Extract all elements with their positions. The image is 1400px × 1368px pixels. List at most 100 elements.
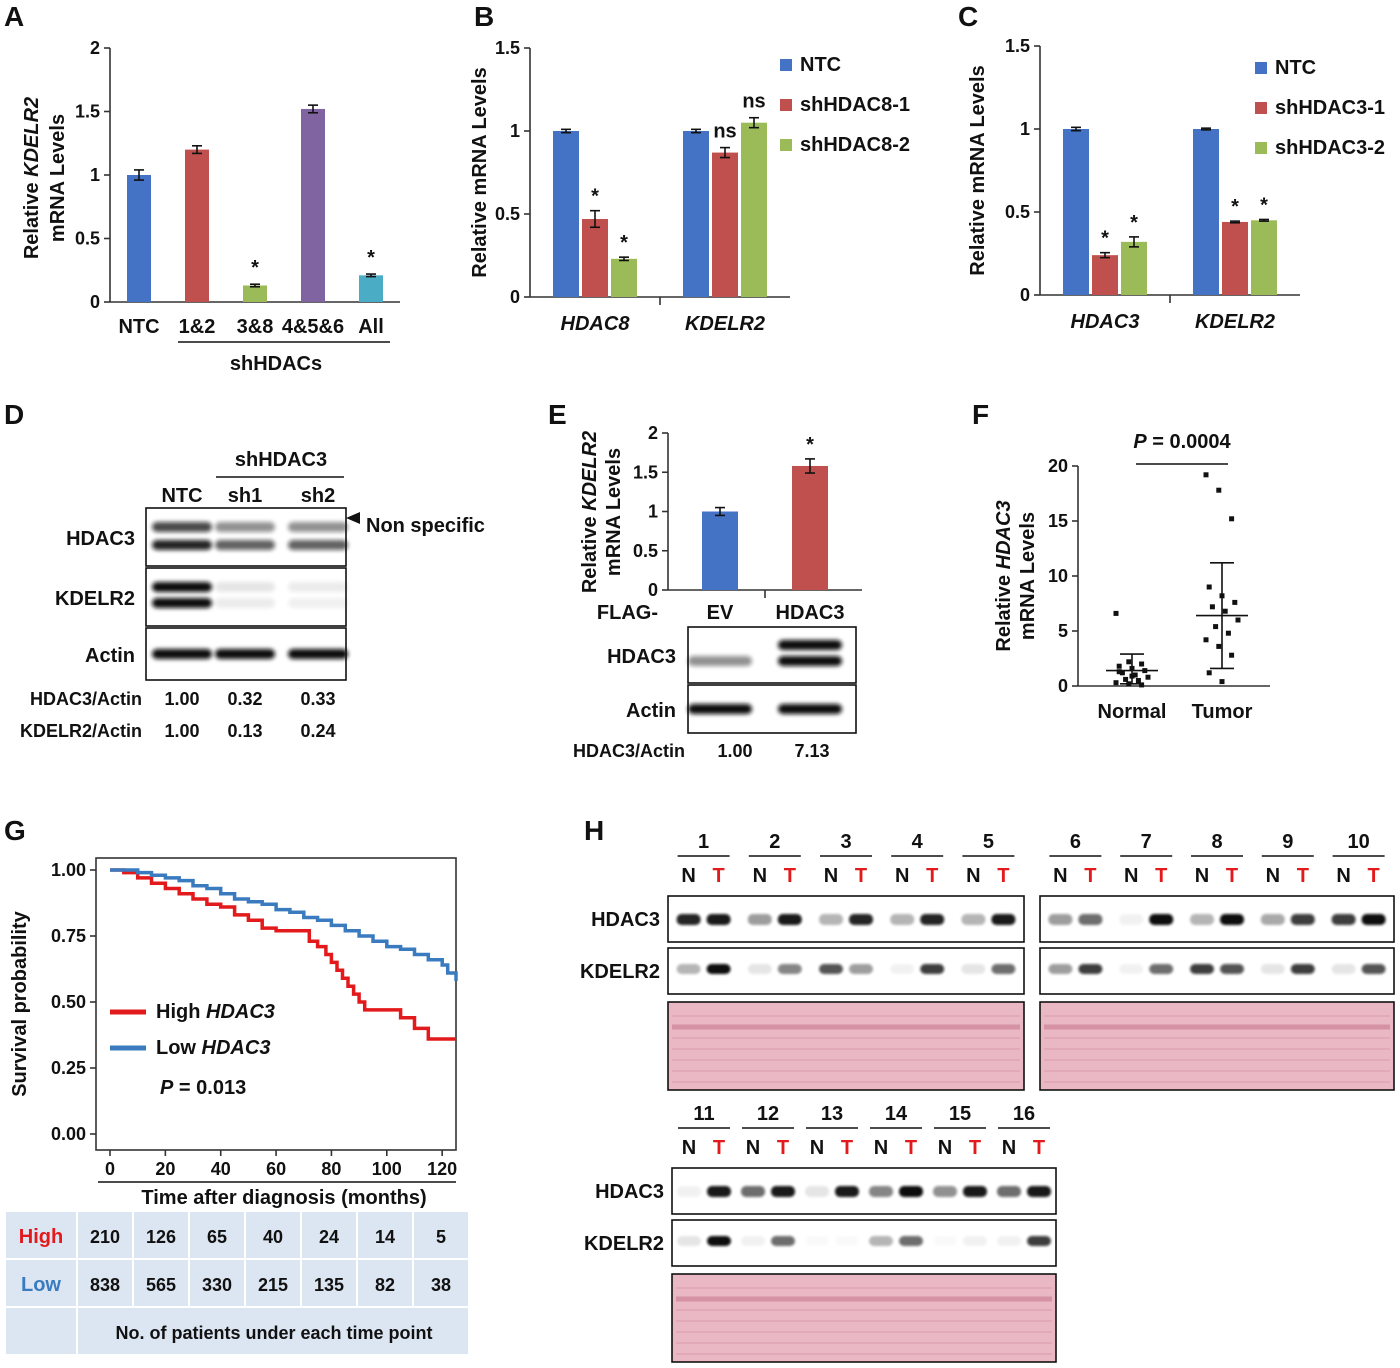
chart-c-bar [1222,221,1248,295]
risk-table-cell [134,1260,188,1306]
blot-e-membrane [687,626,857,684]
chart-f-y-label-gene: HDAC3 [993,500,1015,569]
blot-d-quant-value: 1.00 [164,721,199,741]
risk-table-row-label: High [19,1226,63,1248]
chart-g-x-tick-label: 120 [427,1159,457,1179]
chart-c-legend-label: shHDAC3-2 [1275,137,1385,159]
chart-f-point [1139,682,1145,688]
chart-b-bar [553,131,579,297]
blot-e-flag-hdac3: HDAC3 Actin HDAC3/Actin 1.00 7.13 [573,626,857,761]
chart-f-y-tick-label: 20 [1048,456,1068,476]
chart-e-category-label: EV [707,602,734,624]
blot-h-kdelr2-band [933,1236,957,1246]
chart-a-kdelr2-shhdacs: 0 0.5 1 1.5 2 NTC 1&2 * 3&8 4&5&6 * All shHDACs Relat… [21,38,400,375]
chart-f-point [1216,487,1222,493]
chart-b-bar [683,131,709,297]
blot-h-sample-number: 12 [757,1103,779,1125]
blot-h-lane-normal: N [746,1137,760,1159]
chart-a-category-label: 4&5&6 [282,316,344,338]
blot-h-hdac3-band [849,914,873,925]
chart-f-point [1135,678,1141,683]
blot-h-hdac3-band [1027,1186,1051,1197]
panel-label-f: F [972,399,989,430]
chart-e-y-label-prefix: Relative [579,511,601,593]
chart-f-y-label-prefix: Relative [993,569,1015,651]
blot-h-lane-normal: N [1266,865,1280,887]
blot-h-hdac3-band [1290,914,1315,925]
blot-h-hdac3-band [677,1186,701,1197]
blot-h-kdelr2-band [1190,964,1214,974]
risk-table-cell [190,1260,244,1306]
chart-g-series-line [110,868,458,981]
blot-h-lane-tumor: T [784,865,796,887]
blot-h-lane-tumor: T [712,865,724,887]
blot-h-sample-number: 5 [983,831,994,853]
chart-f-category-label: Tumor [1192,701,1253,723]
chart-b-significance: * [591,186,599,208]
chart-g-series-line [110,868,456,1041]
blot-e-band [778,704,842,714]
blot-h-ponceau-stain [1039,1001,1395,1091]
chart-g-legend-label: High HDAC3 [156,1001,275,1023]
blot-h-lane-normal: N [895,865,909,887]
chart-g-legend-prefix: High [156,1001,206,1023]
blot-h-kdelr2-band [741,1236,765,1246]
chart-c-bar [1092,255,1118,295]
chart-b-legend-label: shHDAC8-2 [800,134,910,156]
chart-g-x-tick-label: 100 [372,1159,402,1179]
blot-h-lane-normal: N [874,1137,888,1159]
blot-h-band-label: KDELR2 [584,1233,664,1255]
chart-g-legend-gene: HDAC3 [202,1037,271,1059]
chart-f-point [1139,661,1145,667]
chart-b-legend-label: NTC [800,54,841,76]
chart-f-point [1229,516,1235,522]
chart-g-survival-curve: 0.00 0.25 0.50 0.75 1.00 0 20 40 60 80 100 120Time … [9,857,458,1209]
chart-c-y-tick-label: 0.5 [1005,202,1030,222]
chart-g-y-tick-label: 0.00 [51,1124,86,1144]
chart-a-y-tick-label: 2 [90,38,100,58]
blot-h-lane-tumor: T [969,1137,981,1159]
chart-b-y-tick-label: 1.5 [495,38,520,58]
risk-table: High 210 126 65 40 24 14 5 Low 838 565 330 215 135 82 3… [6,1212,468,1354]
chart-e-flag-hdac3: 0 0.5 1 1.5 2 EV * HDAC3 FLAG- Relative KDELR2 mRN… [579,423,862,624]
risk-table-value: 14 [375,1227,395,1247]
risk-table-cell [246,1212,300,1258]
blot-h-hdac3-band [1078,914,1103,925]
blot-h-sample-number: 3 [840,831,851,853]
chart-f-category-label: Normal [1098,701,1167,723]
chart-f-y-label-line2: mRNA Levels [1017,512,1039,640]
chart-b-legend-swatch [780,59,792,71]
blot-h-hdac3-band [933,1186,957,1197]
blot-h-hdac3-band [706,914,731,925]
blot-d-quant-value: 1.00 [164,689,199,709]
chart-g-x-tick-label: 20 [155,1159,175,1179]
chart-b-bar [712,152,738,297]
panel-label-c: C [958,1,978,32]
blot-h-sample-number: 7 [1141,831,1152,853]
blot-h-sample-number: 10 [1347,831,1369,853]
blot-d-band [288,649,348,659]
chart-a-y-tick-label: 0.5 [75,229,100,249]
blot-e-band-label: Actin [626,700,676,722]
blot-h-kdelr2-band [677,1236,701,1246]
chart-b-bar [582,218,608,297]
blot-h-kdelr2-band [997,1236,1021,1246]
chart-g-pvalue-p: P [160,1077,174,1099]
blot-h-kdelr2-band [1027,1236,1051,1246]
chart-f-point [1213,624,1219,630]
blot-h-kdelr2-band [1078,964,1103,974]
risk-table-value: 65 [207,1227,227,1247]
chart-a-y-tick-label: 1 [90,165,100,185]
blot-h-kdelr2-band [1220,964,1244,974]
chart-e-bar [702,511,738,590]
blot-h-hdac3-band [920,914,945,925]
blot-d-quant-value: 0.13 [227,721,262,741]
blot-h-kdelr2-band [771,1236,795,1246]
blot-h-kdelr2-band [676,964,701,974]
blot-h-lane-tumor: T [841,1137,853,1159]
risk-table-cell [302,1212,356,1258]
chart-g-legend-gene: HDAC3 [206,1001,275,1023]
blot-h-kdelr2-band [1149,964,1174,974]
blot-h-kdelr2-band [849,964,873,974]
blot-d-band [288,522,348,532]
